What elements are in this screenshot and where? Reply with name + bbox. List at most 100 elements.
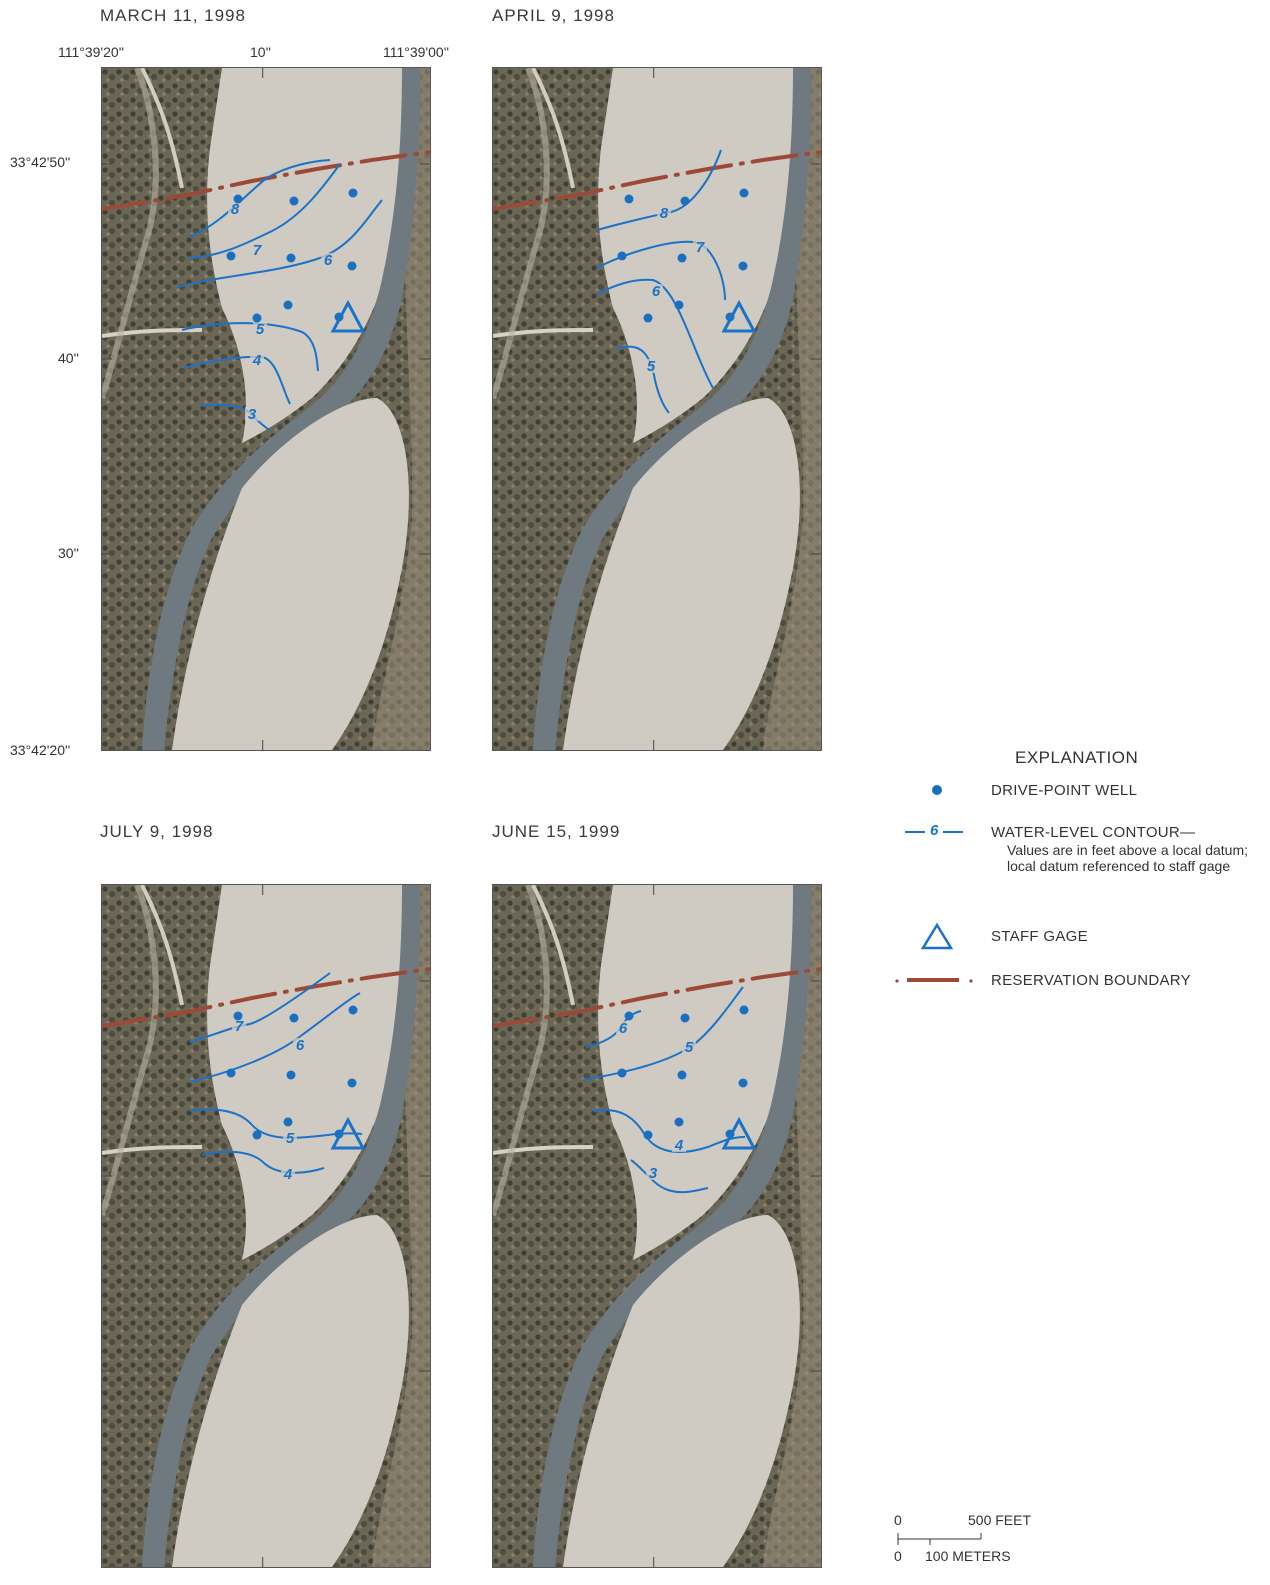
- contour-label: 8: [231, 201, 240, 218]
- scale-meters-label: 100 METERS: [925, 1548, 1011, 1564]
- drive-point-well: [617, 1068, 627, 1078]
- contour-label: 6: [296, 1037, 305, 1054]
- contour-label: 6: [652, 283, 661, 300]
- legend-title: EXPLANATION: [1015, 748, 1139, 767]
- contour-label-bg: [646, 1166, 660, 1180]
- drive-point-well: [680, 1013, 690, 1023]
- legend-label-contour: WATER-LEVEL CONTOUR—: [991, 824, 1196, 841]
- terrace-line: [102, 885, 159, 1216]
- terrace-line: [493, 68, 550, 399]
- reservation-boundary-line: [493, 967, 821, 1028]
- latitude-label-40: 40'': [58, 350, 79, 366]
- drive-point-well: [739, 1005, 749, 1015]
- map-svg: 8 7 6 5: [493, 68, 821, 750]
- water-level-contour: [189, 972, 331, 1043]
- road-line: [102, 1145, 203, 1155]
- drive-point-well: [283, 1117, 293, 1127]
- scale-meters-zero: 0: [894, 1548, 902, 1564]
- contour-label-bg: [228, 202, 242, 216]
- contour-label-bg: [253, 322, 267, 336]
- latitude-label-50: 33°42'50'': [10, 154, 71, 170]
- canal-line: [531, 885, 575, 1006]
- contour-label-bg: [321, 253, 335, 267]
- panel-title-march-1998: MARCH 11, 1998: [100, 6, 246, 25]
- panel-title-july-1998: JULY 9, 1998: [100, 822, 214, 841]
- panel-title-april-1998: APRIL 9, 1998: [492, 6, 615, 25]
- drive-point-well: [233, 1011, 243, 1021]
- contour-label: 5: [256, 321, 265, 338]
- canal-line: [531, 68, 575, 189]
- drive-point-well: [286, 253, 296, 263]
- drive-point-well: [674, 300, 684, 310]
- triangle-icon: [895, 922, 975, 950]
- scale-feet-zero: 0: [894, 1512, 902, 1528]
- map-panel-march-1998: 8 7 6 5 4 3: [101, 67, 431, 751]
- drive-point-well: [347, 261, 357, 271]
- drive-point-well: [680, 196, 690, 206]
- upper-sand-bar: [207, 885, 404, 1260]
- contour-label: 8: [660, 205, 669, 222]
- terrace-line: [102, 68, 159, 399]
- canal-line: [140, 68, 184, 189]
- east-bank: [372, 68, 430, 750]
- contour-label: 5: [685, 1039, 694, 1056]
- boundary-line-icon: [895, 970, 975, 994]
- longitude-label-mid: 10'': [250, 44, 271, 60]
- contour-label: 5: [647, 358, 656, 375]
- latitude-label-20: 33°42'20'': [10, 742, 71, 758]
- water-level-contour: [189, 163, 341, 259]
- lower-sand-bar: [563, 1215, 800, 1567]
- drive-point-well: [289, 1013, 299, 1023]
- upper-sand-bar: [598, 68, 795, 443]
- contour-label: 5: [286, 1130, 295, 1147]
- contour-label: 7: [696, 239, 705, 256]
- water-level-contour: [189, 159, 331, 237]
- contour-label: 6: [619, 1020, 628, 1037]
- drive-point-well: [643, 1130, 653, 1140]
- scale-bar: 0 500 FEET 0 100 METERS: [890, 1512, 1090, 1582]
- east-bank: [763, 885, 821, 1567]
- staff-gage-icon: [330, 1116, 366, 1150]
- map-panel-july-1998: 7 6 5 4: [101, 884, 431, 1568]
- contour-label-bg: [657, 206, 671, 220]
- east-bank: [763, 68, 821, 750]
- water-level-contour: [201, 1150, 325, 1174]
- drive-point-well: [674, 1117, 684, 1127]
- drive-point-well: [226, 1068, 236, 1078]
- water-level-contour: [181, 322, 319, 372]
- legend-label-well: DRIVE-POINT WELL: [991, 782, 1138, 799]
- legend-label-boundary: RESERVATION BOUNDARY: [991, 972, 1191, 989]
- east-bank: [372, 885, 430, 1567]
- well-dot-icon: [895, 780, 975, 804]
- legend-contour-note: Values are in feet above a local datum; …: [1007, 842, 1249, 874]
- contour-label-bg: [283, 1131, 297, 1145]
- scale-feet-label: 500 FEET: [968, 1512, 1032, 1528]
- contour-label-bg: [672, 1138, 686, 1152]
- contour-label: 7: [253, 242, 262, 259]
- drive-point-well: [738, 261, 748, 271]
- drive-point-well: [233, 194, 243, 204]
- contour-label: 7: [235, 1018, 244, 1035]
- contour-label: 4: [252, 352, 262, 369]
- drive-point-well: [739, 188, 749, 198]
- drive-point-well: [617, 251, 627, 261]
- latitude-label-30: 30'': [58, 545, 79, 561]
- contour-label: 3: [248, 406, 257, 423]
- drive-point-well: [738, 1078, 748, 1088]
- contour-label: 4: [674, 1137, 684, 1154]
- river-channel: [142, 885, 421, 1567]
- road-line: [493, 1145, 594, 1155]
- map-svg: 7 6 5 4: [102, 885, 430, 1567]
- river-channel: [533, 68, 812, 750]
- drive-point-well: [226, 251, 236, 261]
- contour-label: 4: [283, 1166, 293, 1183]
- staff-gage-icon: [721, 1116, 757, 1150]
- drive-point-well: [677, 253, 687, 263]
- terrace-line: [493, 885, 550, 1216]
- map-panel-april-1998: 8 7 6 5: [492, 67, 822, 751]
- water-level-contour: [189, 1108, 363, 1139]
- drive-point-well: [624, 1011, 634, 1021]
- contour-label-bg: [616, 1021, 630, 1035]
- drive-point-well: [252, 313, 262, 323]
